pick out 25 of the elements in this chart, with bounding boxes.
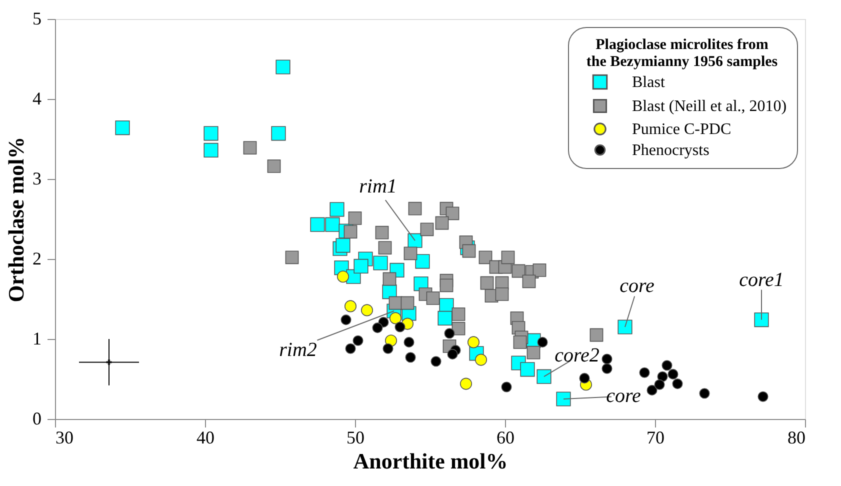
legend-label: Phenocrysts [632, 142, 710, 159]
annotation: rim1 [359, 176, 397, 198]
x-tick-label: 80 [788, 428, 806, 448]
annotation: core2 [554, 344, 600, 367]
annotation: core1 [739, 268, 784, 291]
x-axis-title: Anorthite mol% [353, 448, 508, 474]
x-tick-label: 40 [196, 428, 214, 448]
x-tick-label: 50 [346, 428, 364, 448]
x-tick-label: 70 [646, 428, 664, 448]
x-tick-label: 30 [56, 428, 74, 448]
annotation: rim2 [279, 339, 317, 361]
y-tick-label: 0 [32, 408, 42, 428]
legend-label: Pumice C-PDC [632, 121, 732, 138]
annotation: core [620, 275, 655, 297]
legend-label: Blast (Neill et al., 2010) [632, 98, 787, 115]
y-tick-label: 4 [32, 88, 42, 108]
y-tick-label: 3 [32, 168, 42, 188]
legend-label: Blast [632, 74, 666, 91]
x-tick-label: 60 [496, 428, 514, 448]
legend-title: Plagioclase microlites from the Bezymianny 1956 samples [586, 37, 778, 70]
y-tick-label: 1 [32, 328, 42, 348]
y-tick-label: 2 [32, 248, 42, 268]
y-tick-label: 5 [32, 8, 42, 28]
annotation: core [606, 385, 642, 407]
y-axis-title: Orthoclase mol% [4, 136, 28, 302]
